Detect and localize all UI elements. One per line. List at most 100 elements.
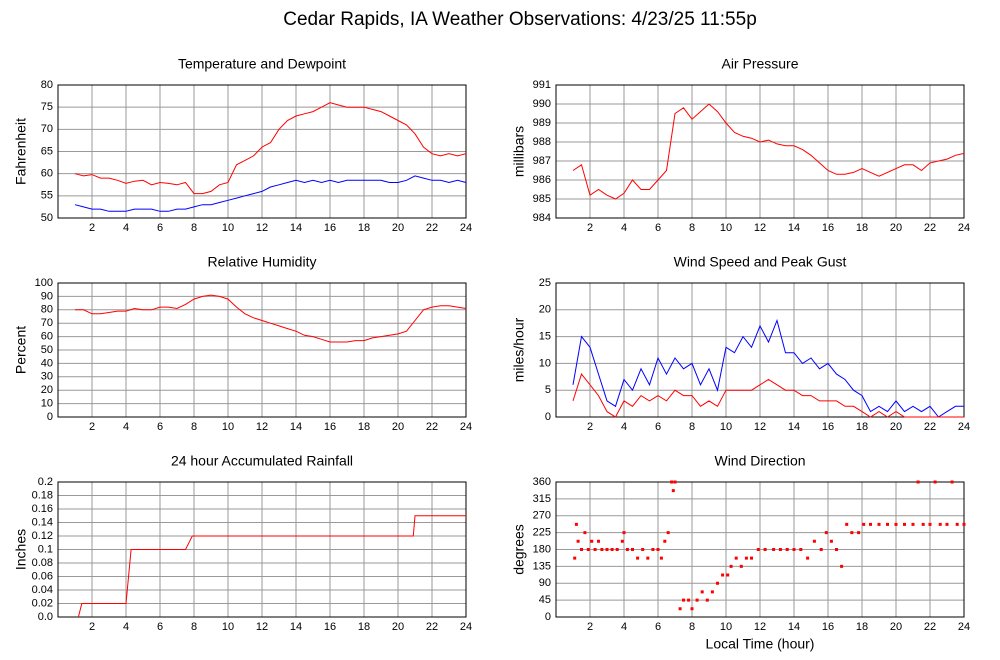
panel-title: 24 hour Accumulated Rainfall: [171, 453, 353, 469]
x-tick-label: 14: [788, 621, 800, 633]
y-tick-label: 80: [41, 79, 53, 91]
x-tick-label: 14: [788, 222, 800, 234]
point: [705, 598, 709, 602]
x-tick-label: 4: [621, 621, 627, 633]
x-tick-label: 10: [720, 421, 732, 433]
x-tick-label: 20: [890, 621, 902, 633]
x-tick-label: 20: [392, 421, 404, 433]
y-tick-label: 100: [35, 277, 53, 289]
point: [933, 480, 937, 484]
plot-frame: [555, 84, 965, 219]
x-tick-label: 18: [358, 421, 370, 433]
point: [573, 556, 577, 560]
y-tick-label: 75: [41, 101, 53, 113]
point: [962, 522, 966, 526]
point: [641, 548, 645, 551]
point: [739, 564, 743, 568]
line: [77, 515, 466, 618]
x-tick-label: 22: [426, 421, 438, 433]
line: [74, 102, 467, 195]
y-tick-label: 20: [539, 304, 551, 316]
x-tick-label: 22: [924, 222, 936, 234]
point: [646, 556, 650, 560]
x-tick-label: 8: [191, 222, 197, 234]
x-tick-label: 6: [157, 421, 163, 433]
x-tick-label: 14: [290, 222, 302, 234]
x-tick-label: 4: [621, 421, 627, 433]
point: [583, 531, 587, 535]
y-tick-label: 360: [533, 476, 551, 488]
point: [812, 539, 816, 543]
y-tick-label: 986: [533, 174, 551, 186]
point: [806, 556, 810, 560]
point: [671, 489, 675, 493]
point: [928, 522, 932, 526]
point: [772, 548, 776, 551]
x-tick-label: 10: [720, 621, 732, 633]
y-tick-label: 988: [533, 136, 551, 148]
x-tick-label: 6: [655, 621, 661, 633]
point: [656, 548, 660, 551]
y-axis-label: Inches: [13, 529, 29, 570]
y-tick-label: 270: [533, 510, 551, 522]
x-tick-label: 16: [324, 222, 336, 234]
x-tick-label: 20: [890, 222, 902, 234]
y-tick-label: 0: [47, 411, 53, 423]
x-tick-label: 24: [460, 421, 472, 433]
plot-frame: [57, 282, 467, 418]
y-tick-label: 40: [41, 357, 53, 369]
y-tick-label: 0.2: [38, 476, 53, 488]
x-tick-label: 12: [256, 621, 268, 633]
point: [840, 564, 844, 568]
point: [726, 573, 730, 577]
y-tick-label: 0.0: [38, 611, 53, 623]
plot-frame: [57, 84, 467, 219]
line: [572, 373, 964, 418]
x-tick-label: 18: [358, 621, 370, 633]
x-tick-label: 8: [191, 621, 197, 633]
x-tick-label: 8: [689, 621, 695, 633]
page-title: Cedar Rapids, IA Weather Observations: 4…: [283, 9, 757, 30]
y-tick-label: 0.04: [32, 584, 53, 596]
x-tick-label: 6: [157, 621, 163, 633]
point: [700, 590, 704, 594]
point: [845, 522, 849, 526]
y-tick-label: 0: [545, 611, 551, 623]
panel-title: Wind Speed and Peak Gust: [674, 254, 847, 270]
y-tick-label: 0.02: [32, 597, 53, 609]
point: [710, 590, 714, 594]
x-tick-label: 4: [123, 222, 129, 234]
x-tick-label: 20: [392, 222, 404, 234]
point: [593, 548, 597, 551]
x-tick-label: 10: [222, 621, 234, 633]
point: [734, 556, 738, 560]
point: [778, 548, 782, 551]
y-tick-label: 50: [41, 212, 53, 224]
y-tick-label: 45: [539, 594, 551, 606]
x-tick-label: 16: [822, 222, 834, 234]
point: [850, 531, 854, 535]
y-tick-label: 985: [533, 193, 551, 205]
point: [911, 522, 915, 526]
y-axis-label: degrees: [511, 524, 527, 575]
y-axis-label: miles/hour: [511, 317, 527, 382]
x-tick-label: 12: [754, 421, 766, 433]
panel-title: Relative Humidity: [208, 254, 317, 270]
point: [605, 548, 609, 551]
point: [690, 607, 694, 611]
x-tick-label: 16: [324, 621, 336, 633]
point: [716, 581, 719, 585]
x-tick-label: 8: [689, 421, 695, 433]
x-tick-label: 14: [788, 421, 800, 433]
plot-frame: [555, 282, 965, 418]
x-tick-label: 20: [890, 421, 902, 433]
point: [622, 531, 626, 535]
point: [663, 539, 667, 543]
x-tick-label: 8: [191, 421, 197, 433]
x-tick-label: 2: [89, 621, 95, 633]
y-tick-label: 15: [539, 331, 551, 343]
point: [721, 573, 725, 577]
x-tick-label: 4: [621, 222, 627, 234]
x-tick-label: 12: [754, 621, 766, 633]
